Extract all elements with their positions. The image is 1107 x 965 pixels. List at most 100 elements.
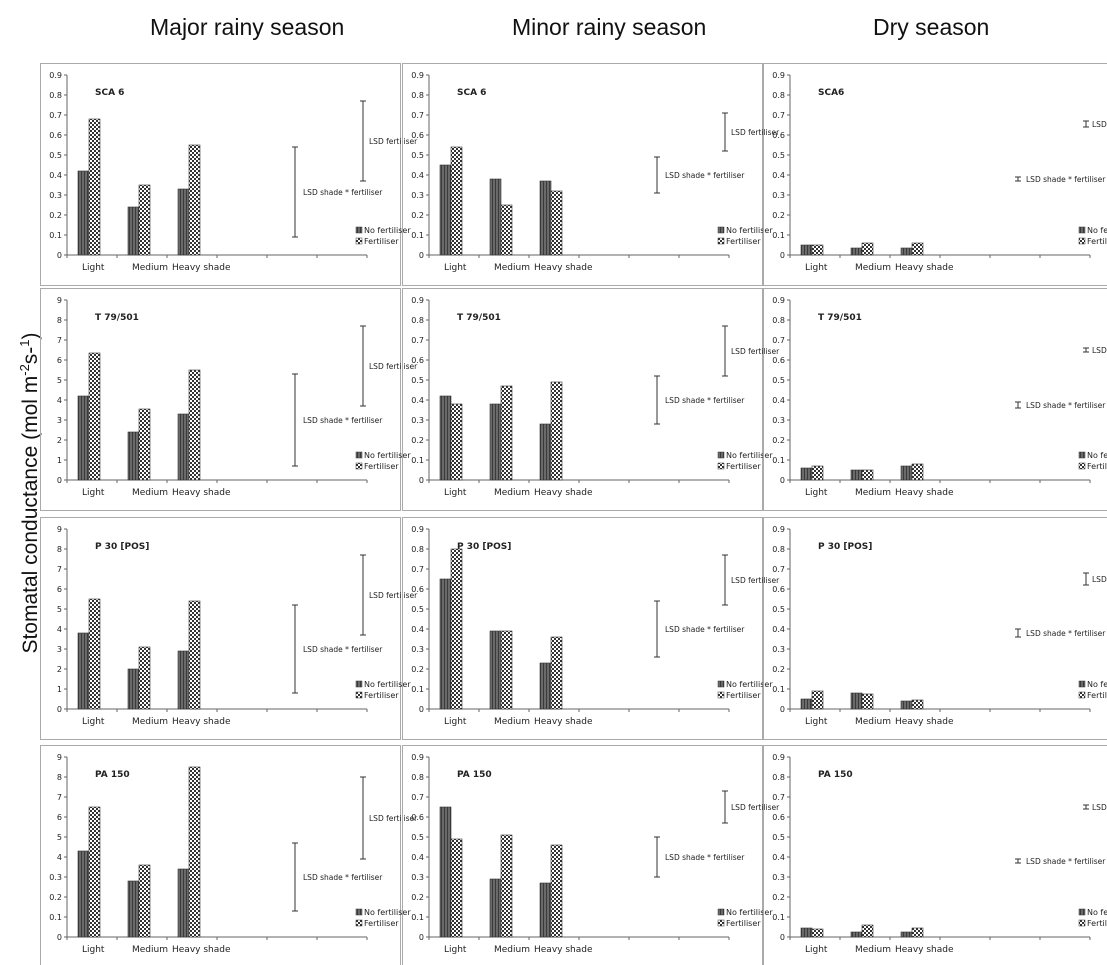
y-tick-label: 1 (57, 456, 62, 465)
lsd-shade-fertiliser-label: LSD shade * fertiliser (1026, 629, 1106, 638)
x-tick-label: Medium (855, 717, 891, 727)
x-tick-label: Heavy shade (172, 488, 231, 498)
y-tick-label: 0.7 (411, 565, 424, 574)
y-tick-label: 0 (57, 251, 62, 260)
y-tick-label: 0.8 (772, 316, 785, 325)
y-tick-label: 0.7 (772, 111, 785, 120)
bar-no-fertiliser (900, 465, 913, 481)
y-tick-label: 0.7 (411, 111, 424, 120)
y-tick-label: 8 (57, 316, 62, 325)
lsd-fertiliser-label: LSD fertiliser (731, 347, 780, 356)
y-tick-label: 0.6 (772, 131, 785, 140)
y-tick-label: 0.7 (772, 565, 785, 574)
x-tick-label: Medium (855, 263, 891, 273)
y-tick-label: 0.2 (411, 211, 424, 220)
y-tick-label: 8 (57, 545, 62, 554)
y-tick-label: 0.4 (411, 171, 424, 180)
column-header-dry: Dry season (873, 14, 990, 40)
bar-fertiliser (811, 690, 824, 710)
lsd-shade-fertiliser-label: LSD shade * fertiliser (303, 416, 383, 425)
lsd-shade-fertiliser-label: LSD shade * fertiliser (303, 188, 383, 197)
x-tick-label: Heavy shade (534, 945, 593, 955)
legend-label-no-fertiliser: No fertiliser (1087, 226, 1107, 235)
chart-panel-3-2: 0.9 0.8 0.7 0.6 0.5 0.4 0.3 0.2 0.1 0 PA 150 Light M… (763, 745, 1107, 965)
y-tick-label: 5 (57, 605, 62, 614)
y-tick-label: 4 (57, 853, 62, 862)
bar-fertiliser (500, 204, 513, 256)
chart-title: SCA6 (818, 88, 844, 98)
x-tick-label: Light (805, 717, 828, 727)
panel-frame (402, 288, 763, 511)
y-tick-label: 0.2 (772, 436, 785, 445)
bar-fertiliser (811, 465, 824, 481)
x-tick-label: Medium (494, 945, 530, 955)
panel-frame (402, 63, 763, 286)
lsd-shade-fertiliser-label: LSD shade * fertiliser (1026, 857, 1106, 866)
y-tick-label: 0.7 (49, 111, 62, 120)
legend-label-fertiliser: Fertiliser (364, 919, 399, 928)
x-tick-label: Heavy shade (895, 717, 954, 727)
bar-no-fertiliser (77, 395, 90, 481)
y-tick-label: 0.3 (772, 645, 785, 654)
lsd-fertiliser-label: LSD fertiliser (731, 803, 780, 812)
bar-fertiliser (550, 381, 563, 481)
y-tick-label: 0.1 (411, 231, 424, 240)
bar-fertiliser (138, 184, 151, 256)
y-tick-label: 0.2 (411, 665, 424, 674)
chart-panel-2-0: 9 8 7 6 5 4 3 2 1 0 P 30 [POS] Light Medium Heavy sha… (40, 517, 418, 740)
legend-swatch-fertiliser (717, 919, 725, 927)
bar-fertiliser (861, 242, 874, 256)
y-tick-label: 0 (57, 933, 62, 942)
bar-no-fertiliser (800, 467, 813, 481)
y-tick-label: 0.1 (49, 913, 62, 922)
x-tick-label: Heavy shade (172, 717, 231, 727)
y-tick-label: 7 (57, 793, 62, 802)
chart-panel-2-1: 0.9 0.8 0.7 0.6 0.5 0.4 0.3 0.2 0.1 0 P 30 [POS] Li… (402, 517, 780, 740)
x-tick-label: Light (805, 263, 828, 273)
chart-title: P 30 [POS] (457, 542, 511, 552)
y-tick-label: 0.1 (411, 913, 424, 922)
x-tick-label: Medium (494, 488, 530, 498)
bar-no-fertiliser (127, 880, 140, 938)
y-tick-label: 0.6 (411, 356, 424, 365)
y-tick-label: 0 (57, 476, 62, 485)
y-tick-label: 0.4 (411, 853, 424, 862)
chart-title: P 30 [POS] (818, 542, 872, 552)
column-header-major-rainy: Major rainy season (150, 14, 345, 40)
bar-no-fertiliser (900, 700, 913, 710)
lsd-shade-fertiliser-label: LSD shade * fertiliser (1026, 401, 1106, 410)
legend-label-fertiliser: Fertiliser (726, 237, 761, 246)
panel-frame (402, 517, 763, 740)
bar-fertiliser (450, 146, 463, 256)
y-tick-label: 0.6 (411, 131, 424, 140)
y-tick-label: 0.4 (772, 625, 785, 634)
y-tick-label: 0.8 (49, 91, 62, 100)
y-tick-label: 9 (57, 525, 62, 534)
y-tick-label: 0.5 (411, 605, 424, 614)
bar-no-fertiliser (900, 931, 913, 938)
bar-no-fertiliser (539, 882, 552, 938)
lsd-fertiliser-label: LSD fertiliser (1092, 803, 1107, 812)
bar-fertiliser (88, 806, 101, 938)
legend-swatch-no-fertiliser (1078, 680, 1086, 688)
y-tick-label: 4 (57, 396, 62, 405)
chart-panel-0-1: 0.9 0.8 0.7 0.6 0.5 0.4 0.3 0.2 0.1 0 SCA 6 Light Me… (402, 63, 780, 286)
lsd-shade-fertiliser-label: LSD shade * fertiliser (665, 171, 745, 180)
lsd-shade-fertiliser-label: LSD shade * fertiliser (303, 873, 383, 882)
bar-fertiliser (138, 408, 151, 481)
bar-fertiliser (500, 385, 513, 481)
bar-no-fertiliser (539, 423, 552, 481)
y-tick-label: 0.8 (772, 545, 785, 554)
chart-panel-1-2: 0.9 0.8 0.7 0.6 0.5 0.4 0.3 0.2 0.1 0 T 79/501 Ligh… (763, 288, 1107, 511)
bar-fertiliser (500, 834, 513, 938)
legend-label-fertiliser: Fertiliser (1087, 691, 1107, 700)
y-tick-label: 9 (57, 753, 62, 762)
y-tick-label: 0.6 (49, 131, 62, 140)
legend-label-no-fertiliser: No fertiliser (1087, 680, 1107, 689)
bar-fertiliser (861, 469, 874, 481)
x-tick-label: Medium (132, 717, 168, 727)
legend-swatch-fertiliser (1078, 919, 1086, 927)
legend-label-fertiliser: Fertiliser (726, 919, 761, 928)
legend-swatch-fertiliser (717, 237, 725, 245)
bar-fertiliser (450, 403, 463, 481)
